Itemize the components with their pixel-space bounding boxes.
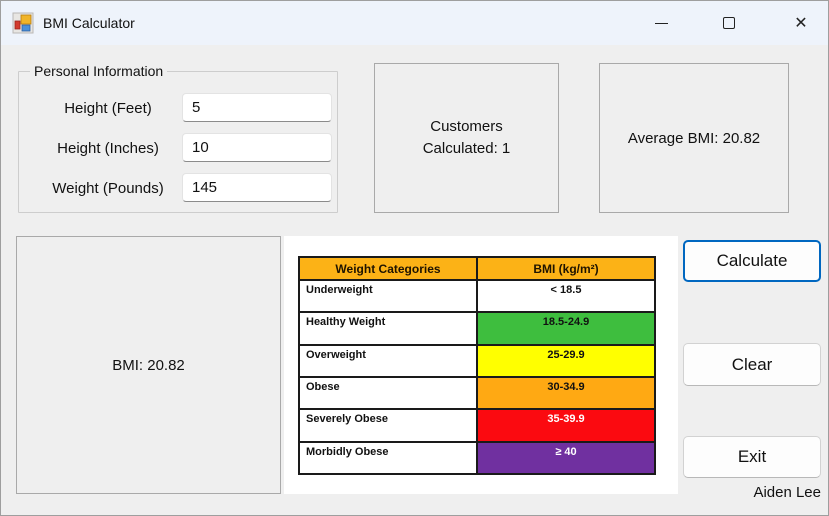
range-cell: 25-29.9 xyxy=(476,343,656,378)
height-inches-input[interactable] xyxy=(182,133,332,162)
table-row: Healthy Weight 18.5-24.9 xyxy=(298,311,656,346)
range-cell: 18.5-24.9 xyxy=(476,311,656,346)
maximize-button[interactable] xyxy=(700,1,758,45)
range-cell: ≥ 40 xyxy=(476,440,656,476)
minimize-button[interactable] xyxy=(632,1,690,45)
category-cell: Severely Obese xyxy=(298,408,478,443)
range-cell: 35-39.9 xyxy=(476,408,656,443)
table-row: Overweight 25-29.9 xyxy=(298,343,656,378)
customers-calculated-panel: Customers Calculated: 1 xyxy=(374,63,559,213)
height-feet-label: Height (Feet) xyxy=(64,100,152,117)
table-header-row: Weight Categories BMI (kg/m²) xyxy=(298,256,656,281)
bmi-categories-table: Weight Categories BMI (kg/m²) Underweigh… xyxy=(298,256,656,476)
weight-pounds-input[interactable] xyxy=(182,173,332,202)
range-cell: 30-34.9 xyxy=(476,375,656,411)
weight-categories-header: Weight Categories xyxy=(298,256,478,281)
app-icon xyxy=(12,12,34,34)
close-button[interactable]: ✕ xyxy=(772,1,828,45)
minimize-icon xyxy=(654,22,668,24)
average-bmi-label: Average BMI: 20.82 xyxy=(627,129,761,147)
height-feet-input[interactable] xyxy=(182,93,332,122)
clear-button[interactable]: Clear xyxy=(683,343,821,386)
height-inches-label: Height (Inches) xyxy=(57,140,159,157)
title-bar: BMI Calculator ✕ xyxy=(1,1,828,45)
category-cell: Underweight xyxy=(298,278,478,314)
author-label: Aiden Lee xyxy=(753,484,821,501)
table-row: Underweight < 18.5 xyxy=(298,278,656,314)
bmi-result-label: BMI: 20.82 xyxy=(112,356,185,374)
maximize-icon xyxy=(723,17,735,29)
personal-information-groupbox: Personal Information Height (Feet) Heigh… xyxy=(18,63,338,213)
range-cell: < 18.5 xyxy=(476,278,656,314)
table-row: Severely Obese 35-39.9 xyxy=(298,408,656,443)
category-cell: Morbidly Obese xyxy=(298,440,478,476)
calculate-button[interactable]: Calculate xyxy=(683,240,821,282)
close-icon: ✕ xyxy=(794,15,808,32)
bmi-range-header: BMI (kg/m²) xyxy=(476,256,656,281)
category-cell: Overweight xyxy=(298,343,478,378)
weight-pounds-label: Weight (Pounds) xyxy=(52,180,164,197)
exit-button[interactable]: Exit xyxy=(683,436,821,478)
category-cell: Healthy Weight xyxy=(298,311,478,346)
table-row: Obese 30-34.9 xyxy=(298,375,656,411)
window-title: BMI Calculator xyxy=(43,15,135,31)
groupbox-title: Personal Information xyxy=(30,63,168,79)
category-cell: Obese xyxy=(298,375,478,411)
bmi-chart-panel: Weight Categories BMI (kg/m²) Underweigh… xyxy=(284,236,678,494)
table-row: Morbidly Obese ≥ 40 xyxy=(298,440,656,476)
bmi-result-panel: BMI: 20.82 xyxy=(16,236,281,494)
customers-calculated-label: Customers Calculated: 1 xyxy=(422,118,511,157)
average-bmi-panel: Average BMI: 20.82 xyxy=(599,63,789,213)
